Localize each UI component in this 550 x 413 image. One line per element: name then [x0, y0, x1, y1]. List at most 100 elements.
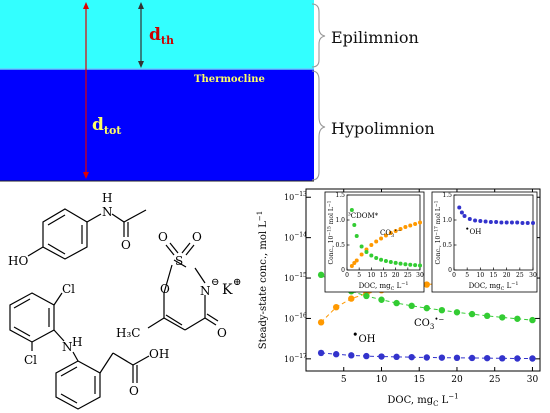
data-point: [348, 295, 355, 302]
data-point: [332, 351, 340, 358]
inset-y-label-base: Conc., 10: [435, 236, 442, 265]
inset-data-point: [418, 263, 422, 268]
hypolimnion-brace: [311, 70, 326, 181]
y-tick-sup: −15: [294, 272, 307, 279]
label-base: CO: [414, 318, 430, 329]
y-tick-sup: −17: [294, 353, 307, 360]
inset-y-tick-label: 1.0: [335, 217, 345, 224]
d-th-label: dth: [149, 25, 174, 47]
y-tick-label: 10−15: [284, 272, 307, 283]
data-point: [438, 306, 446, 314]
label-base: CO: [380, 229, 391, 237]
molecule-structures: HO H N O O O S O N ⊖ K ⊕ O H₃C: [8, 191, 241, 410]
inset-y-tick-label: 0.5: [442, 242, 452, 249]
inset-x-tick-label: 5: [357, 272, 361, 279]
data-point: [423, 281, 430, 288]
inset-series-label: ³CDOM*: [348, 212, 379, 220]
y-tick-label: 10−16: [284, 312, 307, 323]
steady-state-concentration-plot: 5 10 15 20 25 3010−1310−1410−1510−1610−17DOC,…: [256, 188, 541, 408]
inset-y-label-tail-sup: −1: [327, 200, 333, 207]
inset-y-tick-label: 0: [341, 267, 345, 274]
acesulfame-atom-h3c: H₃C: [116, 326, 140, 340]
epilimnion-brace: [311, 3, 326, 68]
y-tick-sup: −13: [294, 191, 307, 198]
inset-x-tick-label: 10: [368, 272, 376, 279]
acesulfame-atom-o-carbonyl: O: [217, 326, 227, 340]
inset-y-label-base: Conc., 10: [328, 236, 335, 265]
diclofenac-atom-cl-bottom: Cl: [24, 353, 37, 367]
inset-data-point: [352, 223, 357, 227]
label-sup: •: [465, 225, 470, 234]
paracetamol-atom-o: O: [121, 238, 131, 252]
inset-data-point: [393, 260, 398, 265]
inset-x-tick-label: 25: [404, 272, 412, 279]
data-point: [408, 353, 415, 361]
diclofenac-atom-o: O: [129, 384, 139, 398]
inset-data-point: [504, 220, 509, 225]
inset-y-axis-label: Conc., 10−17 mol L−1: [434, 200, 443, 264]
inset-x-tick-label: 0: [345, 272, 349, 279]
d-th-arrow: [138, 2, 144, 68]
acesulfame-atom-o-top-right: O: [192, 230, 202, 244]
inset-data-point: [467, 217, 472, 221]
label-base: OH: [470, 228, 482, 236]
x-tick-label: 20: [451, 375, 463, 385]
inset-data-point: [393, 229, 398, 233]
label-sub: 3: [391, 233, 394, 239]
acesulfame-charge-plus: ⊕: [233, 277, 241, 288]
paracetamol-atom-ho: HO: [8, 254, 28, 268]
data-point: [423, 354, 430, 361]
y-tick-sup: −16: [294, 312, 307, 319]
data-point: [468, 310, 476, 318]
acesulfame-atom-k: K: [222, 282, 233, 298]
label-mid: L: [394, 282, 401, 290]
data-point: [317, 349, 325, 357]
inset-data-point: [369, 253, 374, 258]
data-point: [393, 299, 400, 307]
label-mid: L: [438, 395, 448, 406]
inset-data-point: [478, 219, 483, 223]
acesulfame-k-structure: [147, 242, 219, 331]
inset-data-point: [499, 220, 504, 225]
inset-data-point: [354, 234, 359, 238]
acesulfame-atom-o-top-left: O: [158, 230, 168, 244]
inset-x-tick-label: 15: [490, 272, 498, 279]
x-tick-label: 25: [489, 375, 501, 385]
inset-x-tick-label: 30: [529, 272, 537, 279]
label-sub: C: [501, 286, 505, 292]
inset-data-point: [408, 223, 413, 228]
inset-y-label-tail: mol L: [435, 207, 442, 226]
y-tick-base: 10: [284, 355, 294, 364]
inset-data-point: [374, 239, 379, 244]
inset-data-point: [488, 220, 493, 224]
inset-y-label-sup: −15: [327, 226, 333, 236]
data-point: [317, 271, 325, 279]
main-plot: 5 10 15 20 25 3010−1310−1410−1510−1610−17DOC,…: [256, 188, 541, 408]
diclofenac-atom-h: H: [72, 335, 82, 349]
data-point: [393, 353, 400, 361]
label-base: DOC, mg: [387, 395, 433, 406]
paracetamol-atom-n: N: [102, 205, 113, 219]
data-point: [468, 354, 476, 362]
inset-x-tick-label: 10: [477, 272, 485, 279]
data-point: [499, 314, 506, 321]
d-tot-arrow: [83, 2, 89, 179]
data-point: [514, 315, 521, 322]
diclofenac-atom-oh: OH: [149, 347, 169, 361]
inset-data-point: [520, 221, 525, 225]
label-sup: −1: [401, 281, 408, 287]
inset-x-axis-label: DOC, mgC L−1: [469, 281, 519, 292]
label-sub: 3: [430, 323, 434, 331]
inset-data-point: [383, 233, 388, 238]
inset-data-point: [354, 258, 359, 263]
inset-data-point: [349, 208, 354, 212]
y-tick-label: 10−14: [284, 232, 307, 243]
inset-data-point: [359, 252, 364, 257]
inset-data-point: [457, 205, 462, 210]
inset-frame: [431, 191, 538, 293]
inset-y-label-tail: mol L: [328, 207, 335, 226]
inset-data-point: [459, 210, 464, 215]
y-label-sup: −1: [256, 211, 264, 221]
inset-data-point: [413, 222, 418, 226]
